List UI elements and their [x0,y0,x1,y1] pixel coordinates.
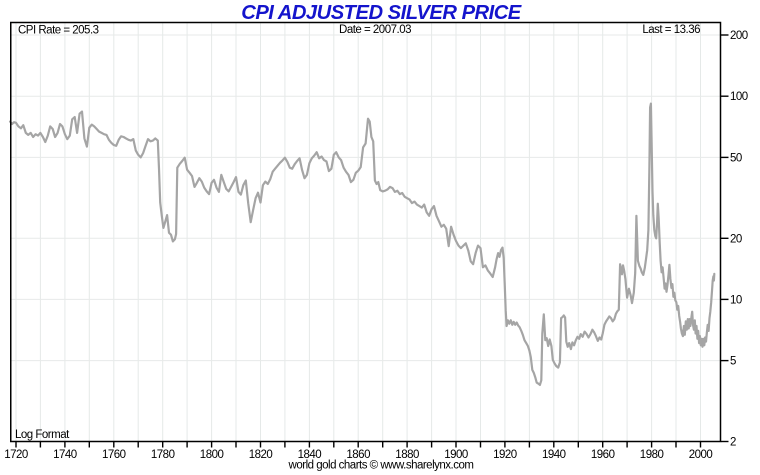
svg-text:1740: 1740 [53,449,77,461]
svg-text:5: 5 [730,356,736,368]
svg-text:50: 50 [730,152,742,164]
svg-text:1900: 1900 [444,449,468,461]
svg-text:Last = 13.36: Last = 13.36 [642,24,700,36]
svg-text:100: 100 [730,91,748,103]
svg-text:1820: 1820 [249,449,273,461]
svg-text:CPI ADJUSTED SILVER PRICE: CPI ADJUSTED SILVER PRICE [241,2,522,24]
svg-text:1880: 1880 [395,449,419,461]
svg-text:1760: 1760 [102,449,126,461]
svg-text:10: 10 [730,294,742,306]
svg-text:1860: 1860 [346,449,370,461]
svg-text:200: 200 [730,30,748,42]
svg-text:1800: 1800 [200,449,224,461]
svg-text:1920: 1920 [493,449,517,461]
svg-text:1720: 1720 [4,449,28,461]
svg-text:1840: 1840 [298,449,322,461]
svg-text:2: 2 [730,437,736,449]
svg-text:20: 20 [730,233,742,245]
svg-text:CPI Rate = 205.3: CPI Rate = 205.3 [18,25,99,37]
svg-text:1980: 1980 [640,449,664,461]
svg-text:world gold charts © www.sharel: world gold charts © www.sharelynx.com [288,460,474,472]
svg-text:Log Format: Log Format [15,429,70,441]
svg-text:1940: 1940 [542,449,566,461]
svg-text:1780: 1780 [151,449,175,461]
svg-text:2000: 2000 [689,449,713,461]
svg-text:Date = 2007.03: Date = 2007.03 [339,24,411,36]
svg-text:1960: 1960 [591,449,615,461]
